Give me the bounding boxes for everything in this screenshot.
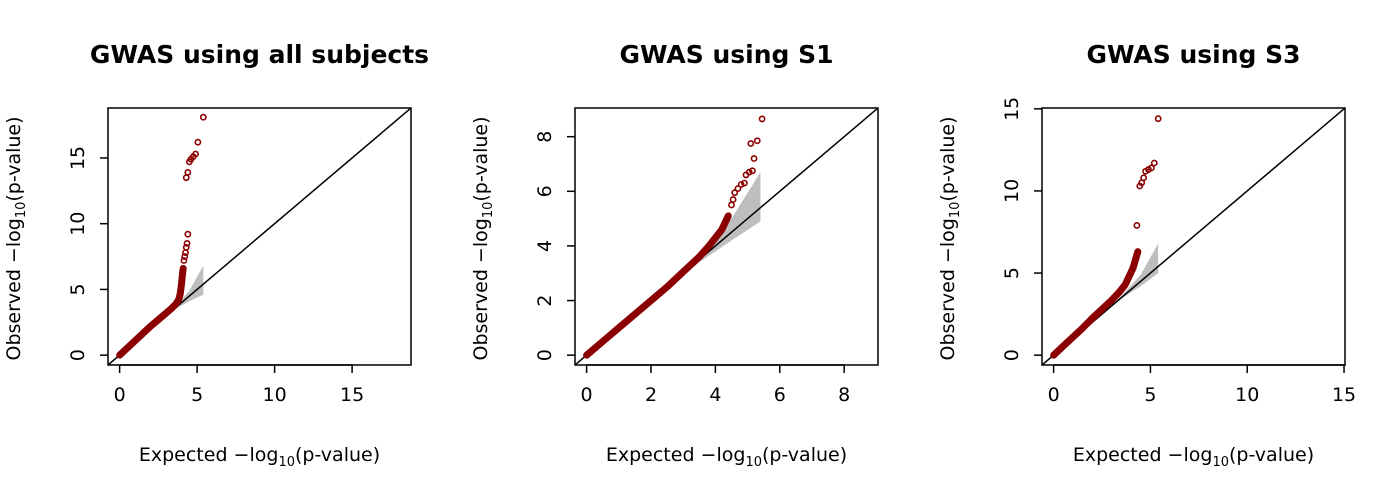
x-tick-label: 10 bbox=[1235, 384, 1259, 406]
x-tick-label: 0 bbox=[114, 384, 126, 406]
point-cloud bbox=[583, 212, 732, 359]
data-point bbox=[747, 140, 755, 147]
plot-area bbox=[575, 108, 878, 365]
x-axis-label: Expected −log10(p-value) bbox=[606, 444, 847, 470]
data-point bbox=[181, 253, 189, 260]
y-tick-label: 0 bbox=[67, 349, 89, 361]
x-tick-label: 4 bbox=[709, 384, 721, 406]
data-point bbox=[182, 249, 189, 257]
y-tick-label: 8 bbox=[534, 131, 556, 143]
data-point bbox=[192, 150, 199, 158]
y-tick-label: 5 bbox=[67, 283, 89, 295]
data-point bbox=[1140, 174, 1148, 182]
data-point bbox=[1154, 115, 1162, 123]
x-tick-label: 0 bbox=[581, 384, 593, 406]
x-tick-label: 15 bbox=[1332, 384, 1356, 406]
confidence-band bbox=[1102, 243, 1159, 315]
point-cloud bbox=[116, 264, 187, 359]
y-tick-label: 15 bbox=[1001, 97, 1023, 121]
chart-title: GWAS using S3 bbox=[1086, 40, 1300, 69]
chart-title: GWAS using S1 bbox=[619, 40, 833, 69]
data-point bbox=[734, 185, 742, 192]
data-point bbox=[1133, 222, 1141, 229]
data-point bbox=[182, 174, 190, 182]
qq-panel-3: 0 5 10 15 0 5 10 15 GWAS using S3 Expected −log10… bbox=[937, 40, 1356, 470]
plot-area bbox=[1042, 108, 1345, 365]
x-tick-label: 6 bbox=[774, 384, 786, 406]
qq-panel-2: 0 2 4 6 8 0 2 4 6 8 GWAS using S1 Expected −log10(p… bbox=[470, 40, 879, 470]
x-axis-label: Expected −log10(p-value) bbox=[139, 444, 380, 470]
qq-panel-1: 0 5 10 15 0 5 10 15 GWAS using all subjects Expec… bbox=[3, 40, 429, 470]
x-tick-label: 15 bbox=[340, 384, 364, 406]
y-tick-label: 6 bbox=[534, 185, 556, 197]
y-tick-label: 5 bbox=[1001, 267, 1023, 279]
y-axis-label: Observed −log10(p-value) bbox=[3, 116, 29, 360]
confidence-band bbox=[158, 265, 204, 323]
y-axis-label: Observed −log10(p-value) bbox=[937, 116, 963, 360]
data-point bbox=[194, 138, 202, 146]
data-point bbox=[184, 169, 192, 176]
y-tick-label: 10 bbox=[67, 212, 89, 236]
y-tick-label: 4 bbox=[534, 240, 556, 252]
data-point bbox=[758, 115, 766, 123]
data-point bbox=[184, 230, 192, 238]
y-tick-label: 0 bbox=[1001, 349, 1023, 361]
y-axis-label: Observed −log10(p-value) bbox=[470, 116, 496, 360]
y-tick-label: 2 bbox=[534, 294, 556, 306]
x-tick-label: 10 bbox=[263, 384, 287, 406]
data-point bbox=[750, 155, 758, 162]
point-cloud bbox=[1050, 248, 1142, 359]
x-axis-label: Expected −log10(p-value) bbox=[1073, 444, 1314, 470]
data-point bbox=[183, 240, 191, 247]
x-tick-label: 0 bbox=[1048, 384, 1060, 406]
data-point bbox=[1150, 159, 1158, 167]
data-point bbox=[737, 181, 745, 188]
plot-area bbox=[108, 108, 411, 365]
data-point bbox=[740, 179, 748, 187]
data-point bbox=[180, 257, 188, 264]
data-point bbox=[728, 201, 735, 209]
data-point bbox=[1147, 164, 1155, 172]
data-point bbox=[731, 189, 739, 197]
data-point bbox=[729, 196, 737, 203]
y-tick-label: 15 bbox=[67, 146, 89, 170]
chart-title: GWAS using all subjects bbox=[90, 40, 429, 69]
x-tick-label: 5 bbox=[1144, 384, 1156, 406]
data-point bbox=[753, 137, 761, 145]
y-tick-label: 10 bbox=[1001, 179, 1023, 203]
x-tick-label: 5 bbox=[191, 384, 203, 406]
x-tick-label: 8 bbox=[838, 384, 850, 406]
y-tick-label: 0 bbox=[534, 349, 556, 361]
data-point bbox=[749, 167, 756, 175]
data-point bbox=[745, 168, 753, 176]
data-point bbox=[199, 113, 207, 121]
x-tick-label: 2 bbox=[645, 384, 657, 406]
data-point bbox=[182, 243, 190, 251]
